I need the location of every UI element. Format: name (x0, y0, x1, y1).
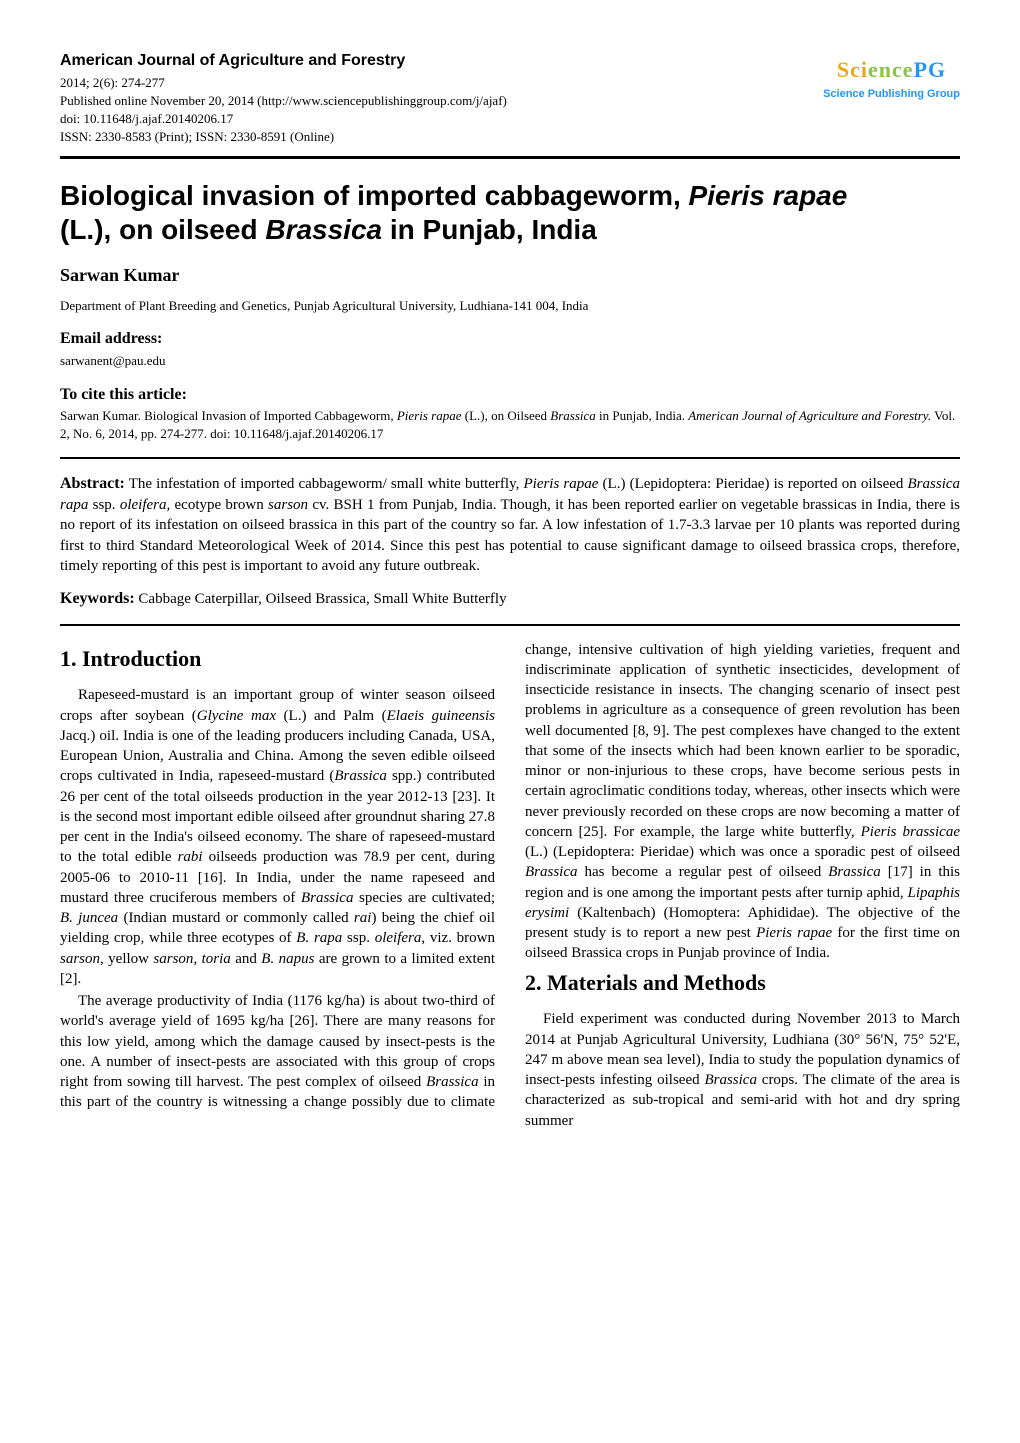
article-title: Biological invasion of imported cabbagew… (60, 179, 960, 246)
body-content: 1. Introduction Rapeseed-mustard is an i… (60, 640, 960, 1131)
introduction-heading: 1. Introduction (60, 644, 495, 674)
abstract-label: Abstract: (60, 475, 125, 492)
divider (60, 624, 960, 626)
author-affiliation: Department of Plant Breeding and Genetic… (60, 297, 960, 315)
logo-text: SciencePG (823, 55, 960, 85)
divider (60, 156, 960, 159)
methods-paragraph-1: Field experiment was conducted during No… (525, 1009, 960, 1131)
journal-header: American Journal of Agriculture and Fore… (60, 50, 960, 146)
keywords: Keywords: Cabbage Caterpillar, Oilseed B… (60, 588, 960, 610)
journal-doi: doi: 10.11648/j.ajaf.20140206.17 (60, 110, 960, 128)
journal-issn: ISSN: 2330-8583 (Print); ISSN: 2330-8591… (60, 128, 960, 146)
intro-paragraph-1: Rapeseed-mustard is an important group o… (60, 685, 495, 989)
publisher-logo: SciencePG Science Publishing Group (823, 55, 960, 102)
email-label: Email address: (60, 328, 960, 350)
keywords-label: Keywords: (60, 590, 135, 607)
methods-heading: 2. Materials and Methods (525, 968, 960, 998)
logo-subtitle: Science Publishing Group (823, 87, 960, 102)
abstract: Abstract: The infestation of imported ca… (60, 473, 960, 576)
cite-label: To cite this article: (60, 384, 960, 406)
author-email: sarwanent@pau.edu (60, 352, 960, 370)
divider (60, 457, 960, 459)
author-name: Sarwan Kumar (60, 263, 960, 287)
citation-text: Sarwan Kumar. Biological Invasion of Imp… (60, 407, 960, 443)
